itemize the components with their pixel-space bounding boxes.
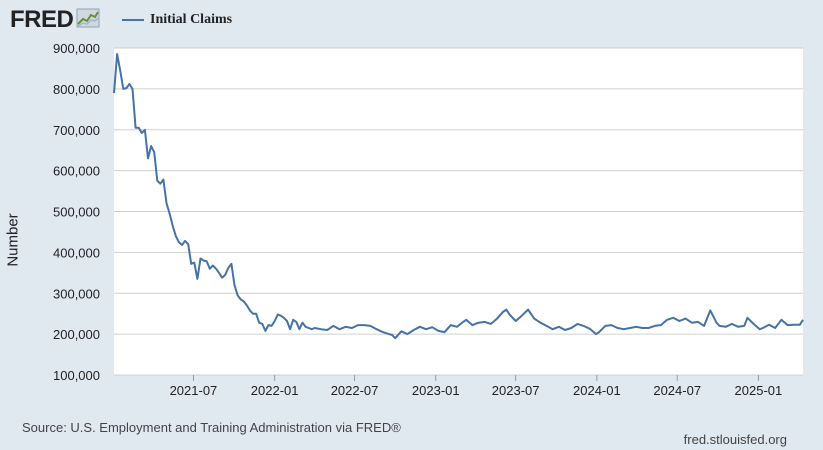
x-tick-label: 2022-07	[331, 383, 379, 398]
y-axis-label: Number	[4, 213, 22, 267]
line-chart-icon	[76, 8, 100, 33]
grid-lines	[114, 47, 803, 376]
y-tick-label: 400,000	[53, 245, 100, 260]
x-tick-label: 2023-01	[412, 383, 460, 398]
legend-swatch	[122, 19, 144, 21]
x-tick-label: 2022-01	[251, 383, 299, 398]
y-axis-label-wrap: Number	[5, 213, 33, 300]
y-tick-label: 300,000	[53, 286, 100, 301]
x-tick-label: 2025-01	[735, 383, 783, 398]
x-tick-label: 2021-07	[170, 383, 218, 398]
y-axis-ticks: 100,000 200,000 300,000 400,000 500,000 600,0…	[53, 41, 100, 383]
source-url[interactable]: fred.stlouisfed.org	[683, 432, 787, 447]
x-axis-ticks: 2021-07 2022-01 2022-07 2023-01 2023-07 2024-…	[170, 375, 783, 398]
y-tick-label: 800,000	[53, 82, 100, 97]
y-tick-label: 900,000	[53, 41, 100, 56]
x-tick-label: 2024-07	[653, 383, 701, 398]
y-tick-label: 700,000	[53, 123, 100, 138]
y-tick-label: 600,000	[53, 164, 100, 179]
source-note: Source: U.S. Employment and Training Adm…	[22, 420, 401, 435]
chart-legend: Initial Claims	[122, 12, 232, 28]
series-line-initial-claims	[113, 53, 804, 340]
x-tick-label: 2023-07	[492, 383, 540, 398]
fred-logo-text: FRED	[10, 6, 74, 33]
fred-logo[interactable]: FRED	[10, 6, 100, 34]
y-tick-label: 200,000	[53, 327, 100, 342]
x-tick-label: 2024-01	[573, 383, 621, 398]
y-tick-label: 500,000	[53, 205, 100, 220]
y-tick-label: 100,000	[53, 368, 100, 383]
legend-label: Initial Claims	[150, 12, 233, 27]
